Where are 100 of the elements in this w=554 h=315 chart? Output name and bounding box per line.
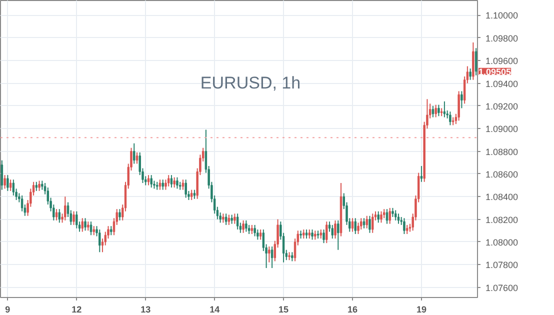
candlestick bbox=[397, 213, 400, 224]
candlestick bbox=[92, 226, 95, 236]
candlestick bbox=[162, 179, 164, 190]
candlestick bbox=[360, 218, 362, 230]
candlestick bbox=[322, 228, 325, 244]
candlestick bbox=[372, 213, 374, 234]
candlestick bbox=[334, 220, 336, 240]
candlestick bbox=[38, 180, 40, 192]
candlestick bbox=[406, 224, 408, 235]
y-tick-label: 1.09200 bbox=[486, 101, 518, 112]
x-tick-label: 15 bbox=[278, 304, 289, 314]
candlestick bbox=[158, 179, 162, 190]
candlestick bbox=[403, 218, 406, 235]
candlestick bbox=[432, 105, 434, 118]
candlestick bbox=[6, 174, 9, 192]
candlestick bbox=[302, 228, 305, 240]
candlestick bbox=[72, 210, 75, 226]
candlestick bbox=[64, 196, 66, 221]
x-tick-label: 13 bbox=[140, 304, 151, 314]
candlestick bbox=[35, 181, 38, 192]
candlestick bbox=[136, 152, 138, 164]
candlestick bbox=[420, 166, 423, 182]
candlestick bbox=[320, 228, 322, 240]
candlestick bbox=[234, 213, 236, 224]
candlestick bbox=[383, 208, 386, 219]
y-tick-label: 1.10000 bbox=[486, 10, 518, 21]
y-tick-label: 1.08200 bbox=[486, 214, 518, 225]
candlestick bbox=[351, 218, 354, 232]
candlestick bbox=[256, 228, 259, 240]
candlestick bbox=[0, 160, 4, 190]
candlestick bbox=[150, 174, 152, 188]
candlestick bbox=[259, 228, 262, 240]
candlestick bbox=[392, 207, 394, 218]
candlestick bbox=[354, 218, 356, 235]
candlestick bbox=[438, 104, 440, 117]
candlestick bbox=[173, 176, 176, 188]
candlestick bbox=[41, 180, 44, 190]
candlestick bbox=[331, 224, 334, 240]
candlestick bbox=[76, 210, 78, 229]
candlestick bbox=[236, 213, 239, 230]
candlestick bbox=[182, 179, 184, 190]
y-tick-label: 1.08000 bbox=[486, 237, 518, 248]
candlestick bbox=[81, 218, 84, 232]
candlestick bbox=[193, 189, 196, 200]
candlestick bbox=[12, 179, 15, 196]
candlestick bbox=[242, 220, 244, 234]
candlestick bbox=[20, 194, 24, 212]
y-tick-label: 1.08800 bbox=[486, 146, 518, 157]
candlestick bbox=[460, 90, 463, 109]
candlestick bbox=[55, 208, 58, 221]
x-tick-label: 14 bbox=[210, 304, 220, 314]
y-tick-label: 1.09400 bbox=[486, 78, 518, 89]
candlestick bbox=[9, 179, 12, 192]
candlestick bbox=[326, 221, 328, 244]
candlestick bbox=[133, 142, 136, 164]
candlestick bbox=[357, 222, 360, 235]
candlestick bbox=[110, 226, 112, 236]
candlestick bbox=[90, 221, 92, 236]
candlestick bbox=[305, 228, 308, 240]
candlestick bbox=[87, 221, 90, 232]
candlestick bbox=[434, 104, 437, 118]
candlestick bbox=[118, 208, 121, 221]
candlestick bbox=[228, 214, 230, 226]
candlestick bbox=[291, 252, 294, 262]
text: 1.09505 bbox=[478, 66, 512, 77]
y-tick-label: 1.09000 bbox=[486, 124, 518, 134]
candlestick bbox=[245, 220, 248, 232]
candlestick bbox=[164, 179, 167, 190]
candlestick bbox=[176, 176, 178, 190]
candlestick bbox=[458, 90, 460, 122]
candlestick bbox=[84, 218, 86, 232]
candlestick bbox=[314, 230, 316, 240]
x-tick-label: 9 bbox=[5, 304, 10, 314]
candlestick bbox=[386, 208, 388, 224]
candlestick bbox=[222, 213, 224, 224]
candlestick bbox=[98, 228, 101, 253]
text: EURUSD, 1h bbox=[200, 74, 301, 92]
candlestick bbox=[4, 174, 6, 190]
y-tick-label: 1.09600 bbox=[486, 56, 518, 66]
candlestick bbox=[250, 224, 254, 235]
candlestick bbox=[388, 207, 391, 224]
candlestick bbox=[254, 224, 256, 237]
candlestick bbox=[377, 210, 380, 224]
candlestick bbox=[366, 215, 368, 229]
candlestick bbox=[184, 179, 187, 198]
candlestick bbox=[230, 214, 233, 224]
y-tick-label: 1.07600 bbox=[486, 282, 518, 293]
candlestick bbox=[190, 189, 193, 201]
candlestick bbox=[337, 220, 340, 250]
candlestick bbox=[224, 213, 228, 226]
candlestick bbox=[270, 246, 274, 269]
y-tick-label: 1.07800 bbox=[486, 260, 518, 270]
candlestick bbox=[362, 218, 366, 229]
y-tick-label: 1.08400 bbox=[486, 192, 518, 202]
candlestick bbox=[394, 210, 397, 221]
candlestick bbox=[308, 228, 311, 240]
candlestick bbox=[449, 111, 452, 126]
candlestick bbox=[147, 174, 150, 186]
candlestick bbox=[268, 246, 270, 263]
x-tick-label: 12 bbox=[72, 304, 82, 314]
